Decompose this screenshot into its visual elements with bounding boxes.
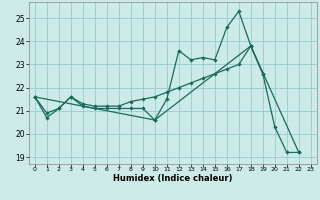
X-axis label: Humidex (Indice chaleur): Humidex (Indice chaleur) xyxy=(113,174,233,183)
